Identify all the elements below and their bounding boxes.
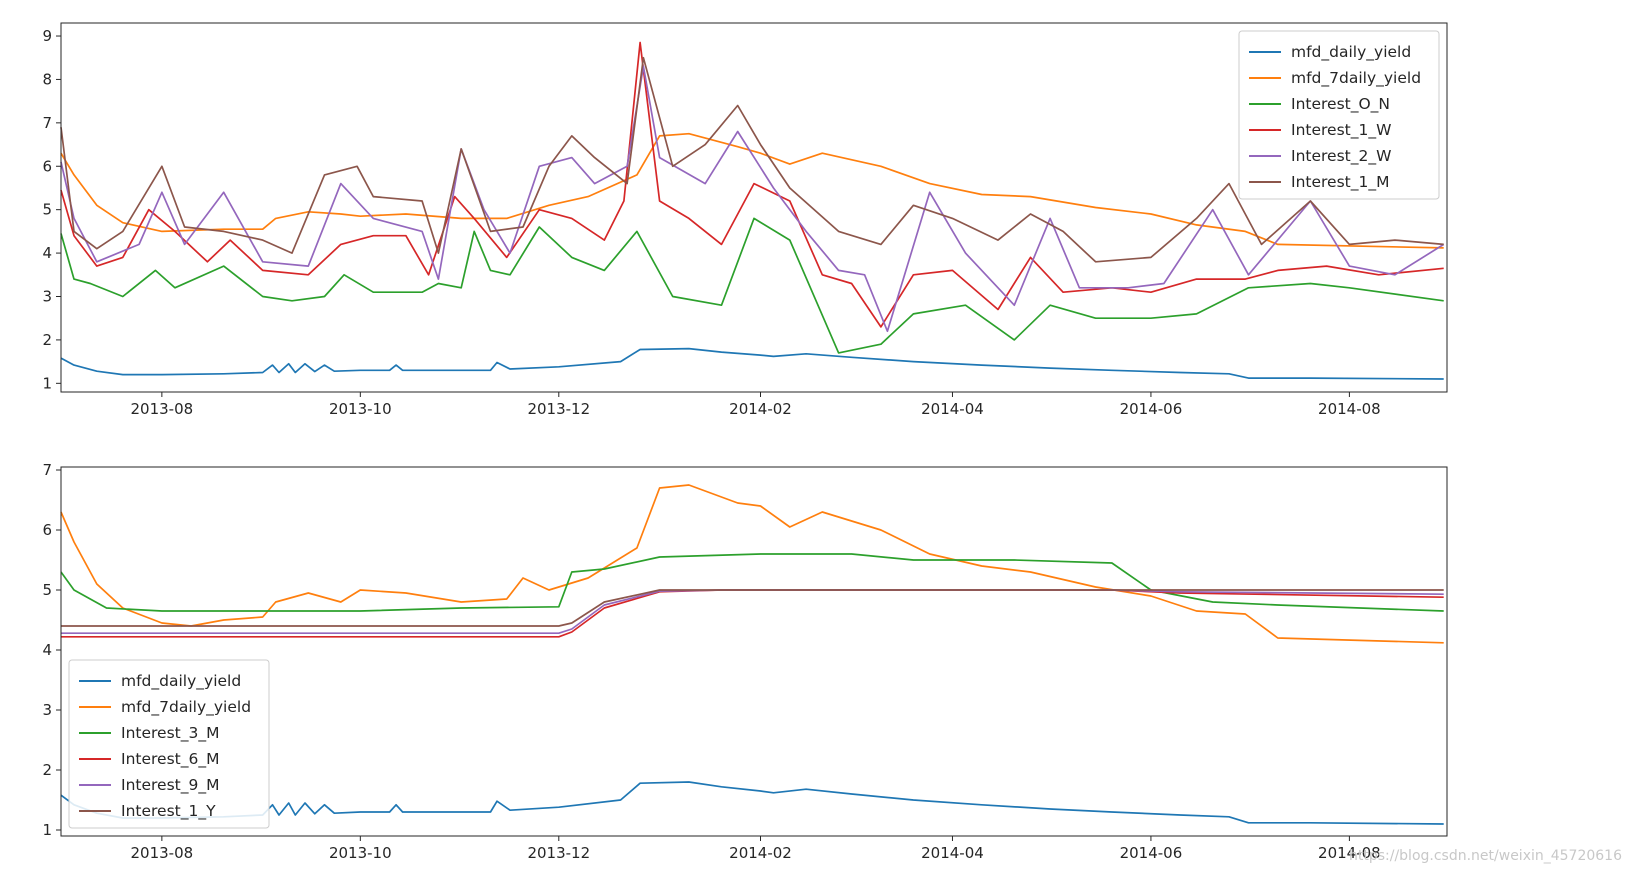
series-line-mfd-7daily-yield xyxy=(60,484,1444,644)
legend-label: Interest_3_M xyxy=(121,724,219,743)
series-line-interest-1-w xyxy=(60,41,1444,328)
legend-label: mfd_daily_yield xyxy=(121,672,241,691)
bottom-chart: 2013-08 2013-10 2013-12 2014-02 2014-04 2014-… xyxy=(42,461,1448,862)
y-tick-label: 2 xyxy=(42,331,52,349)
y-tick-label: 5 xyxy=(42,581,52,599)
x-tick-label: 2014-08 xyxy=(1318,844,1381,862)
legend-label: Interest_2_W xyxy=(1291,147,1391,166)
y-tick-label: 9 xyxy=(42,27,52,45)
y-tick-label: 5 xyxy=(42,201,52,219)
x-tick-label: 2014-06 xyxy=(1120,844,1183,862)
y-tick-label: 1 xyxy=(42,374,52,392)
series-line-interest-2-w xyxy=(60,65,1445,333)
legend-label: mfd_daily_yield xyxy=(1291,43,1411,62)
legend-label: Interest_9_M xyxy=(121,776,219,795)
y-tick-label: 4 xyxy=(42,641,52,659)
x-tick-label: 2013-10 xyxy=(329,844,392,862)
top-chart: 2013-08 2013-10 2013-12 2014-02 2014-04 2014-… xyxy=(42,22,1448,418)
y-tick-label: 6 xyxy=(42,157,52,175)
series-line-interest-1-y xyxy=(61,589,1444,627)
legend-label: mfd_7daily_yield xyxy=(1291,69,1421,88)
legend-label: Interest_O_N xyxy=(1291,95,1390,114)
axes-frame xyxy=(60,22,1448,393)
y-tick-label: 1 xyxy=(42,821,52,839)
legend-label: Interest_6_M xyxy=(121,750,219,769)
legend-label: mfd_7daily_yield xyxy=(121,698,251,717)
x-tick-label: 2013-12 xyxy=(527,400,590,418)
watermark: https://blog.csdn.net/weixin_45720616 xyxy=(1349,848,1622,864)
y-tick-label: 8 xyxy=(42,70,52,88)
legend-label: Interest_1_Y xyxy=(121,802,216,821)
legend: mfd_daily_yield mfd_7daily_yield Interest_… xyxy=(68,659,270,829)
legend: mfd_daily_yield mfd_7daily_yield Interest_… xyxy=(1238,30,1440,200)
y-tick-label: 7 xyxy=(42,461,52,479)
legend-box xyxy=(1238,30,1440,200)
legend-box xyxy=(68,659,270,829)
y-tick-label: 3 xyxy=(42,701,52,719)
x-tick-label: 2013-12 xyxy=(527,844,590,862)
x-tick-label: 2014-04 xyxy=(921,844,984,862)
x-tick-label: 2013-10 xyxy=(329,400,392,418)
series-line-interest-3-m xyxy=(60,553,1444,612)
y-tick-label: 3 xyxy=(42,287,52,305)
series-line-interest-1-m xyxy=(60,56,1444,263)
series-line-mfd-daily-yield xyxy=(60,347,1444,380)
x-tick-label: 2013-08 xyxy=(131,844,194,862)
y-tick-label: 4 xyxy=(42,244,52,262)
y-tick-label: 7 xyxy=(42,114,52,132)
series-line-mfd-7daily-yield xyxy=(60,132,1444,249)
series-line-interest-o-n xyxy=(60,217,1444,354)
x-tick-label: 2013-08 xyxy=(131,400,194,418)
series-line-interest-9-m xyxy=(61,589,1444,635)
x-tick-label: 2014-06 xyxy=(1120,400,1183,418)
x-tick-label: 2014-08 xyxy=(1318,400,1381,418)
x-tick-label: 2014-04 xyxy=(921,400,984,418)
legend-label: Interest_1_M xyxy=(1291,173,1389,192)
axes-frame xyxy=(60,466,1448,837)
legend-label: Interest_1_W xyxy=(1291,121,1391,140)
x-tick-label: 2014-02 xyxy=(729,400,792,418)
y-tick-label: 2 xyxy=(42,761,52,779)
x-tick-label: 2014-02 xyxy=(729,844,792,862)
y-tick-label: 6 xyxy=(42,521,52,539)
